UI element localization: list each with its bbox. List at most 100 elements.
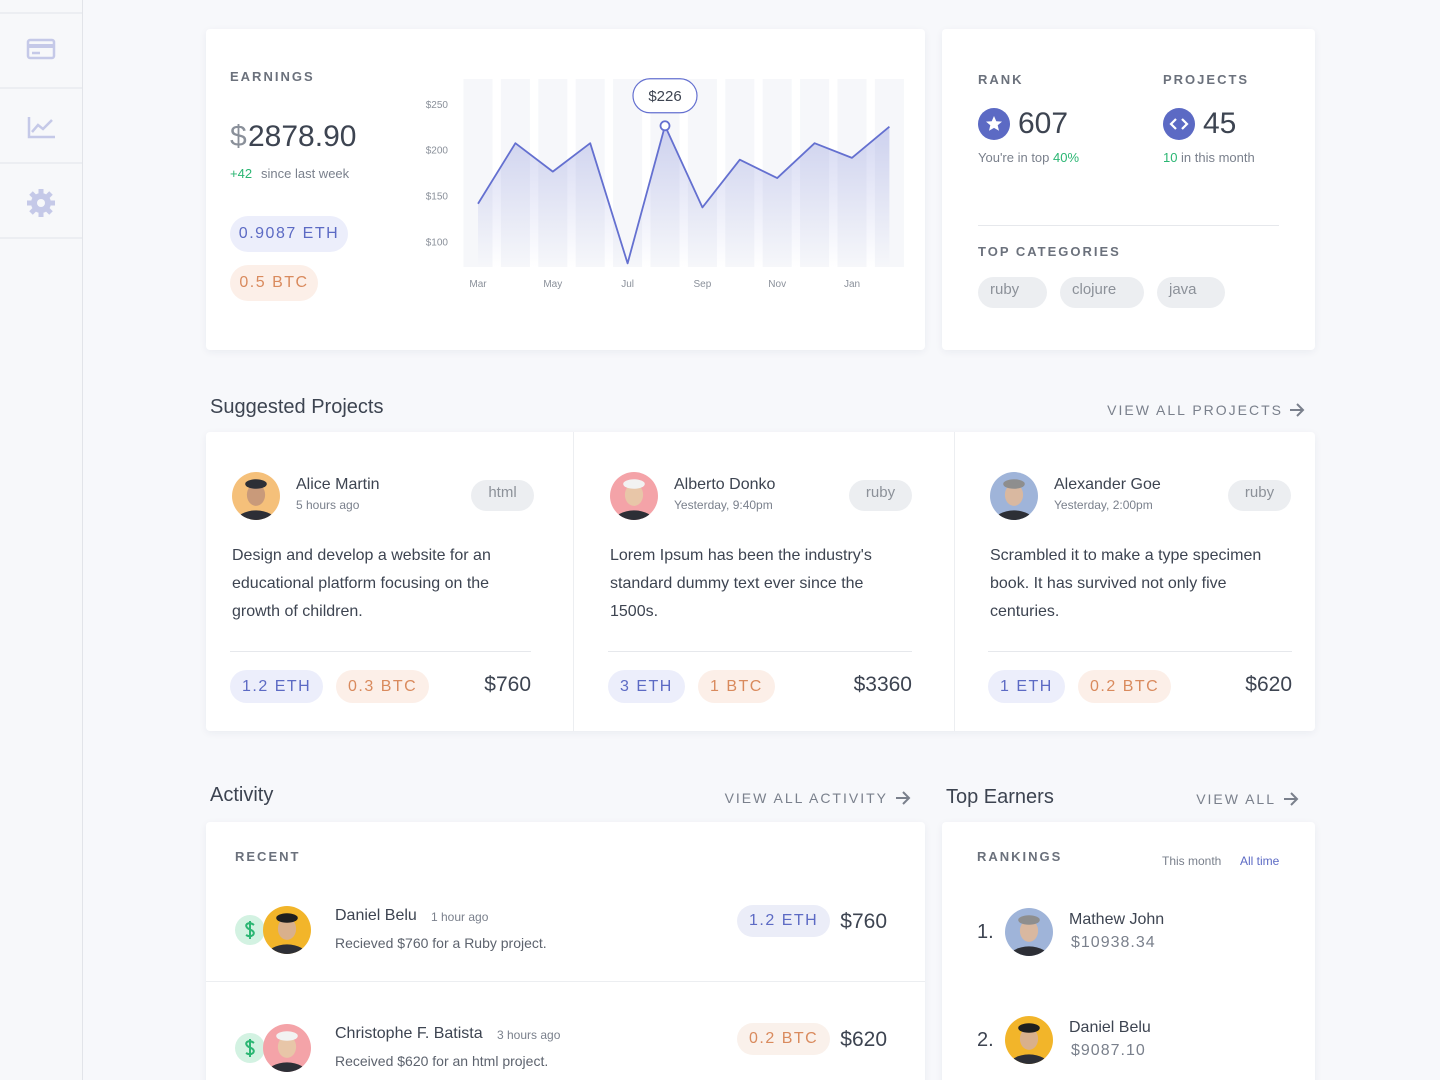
code <box>1169 118 1189 130</box>
projects-count: 10 <box>1163 150 1178 166</box>
eth-pill: 1 ETH <box>988 670 1065 703</box>
rank-value: 607 <box>1018 107 1069 140</box>
view-all-link[interactable]: VIEW ALL ACTIVITY <box>724 789 888 806</box>
activity-price: $760 <box>840 910 887 934</box>
card-label: EARNINGS <box>230 69 315 85</box>
sidebar-icons <box>0 12 82 239</box>
eth-pill: 3 ETH <box>608 670 685 703</box>
x-tick-label: Sep <box>694 279 712 290</box>
avatar-body <box>993 510 1035 520</box>
x-tick-label: Jan <box>844 279 860 290</box>
avatar-face <box>1004 483 1024 506</box>
change-value: +42 <box>230 166 253 182</box>
x-tick-label: Mar <box>469 279 487 290</box>
chart-icon[interactable] <box>27 117 55 139</box>
btc-pill: 1 BTC <box>698 670 775 703</box>
icon-glyph <box>245 921 255 939</box>
tooltip-label: $226 <box>648 88 681 105</box>
earnings-chart: $250 $200 $150 $100 Mar May Jul Sep Nov Jan $226 <box>426 78 904 290</box>
avatar-hair <box>623 479 645 489</box>
avatar-face <box>1019 919 1039 942</box>
activity-text: Recieved $760 for a Ruby project. <box>335 934 547 951</box>
tag-pill: ruby <box>849 480 912 511</box>
avatar-hair <box>245 479 267 489</box>
change-text: since last week <box>261 166 350 182</box>
line <box>477 124 890 265</box>
avatar-body <box>266 1062 308 1072</box>
settings-icon[interactable] <box>27 189 55 217</box>
projects-value: 45 <box>1203 107 1237 140</box>
project-description: Design and develop a website for an educ… <box>232 547 491 620</box>
avatar-face <box>1019 1027 1039 1050</box>
activity-time: 1 hour ago <box>431 909 489 924</box>
avatar <box>1005 908 1053 956</box>
eth-pill: 1.2 ETH <box>230 670 324 703</box>
avatar-face <box>246 483 266 506</box>
arrow <box>1284 792 1299 806</box>
avatar-face <box>277 1035 297 1058</box>
point-marker <box>659 120 671 132</box>
icon-glyph <box>245 1039 255 1057</box>
post-time: 5 hours ago <box>296 497 360 512</box>
y-tick-label: $150 <box>426 191 449 202</box>
category-pill: ruby <box>978 277 1048 308</box>
y-tick-label: $250 <box>426 100 449 111</box>
post-time: Yesterday, 2:00pm <box>1054 497 1153 512</box>
post-time: Yesterday, 9:40pm <box>674 497 773 512</box>
earner-name: Mathew John <box>1069 911 1165 929</box>
project-description: Scrambled it to make a type specimen boo… <box>990 547 1262 620</box>
tooltip <box>632 78 698 114</box>
btc-pill: 0.2 BTC <box>1078 670 1172 703</box>
rank-number: 1. <box>977 921 994 943</box>
avatar-photo <box>990 472 1038 520</box>
section-title: Suggested Projects <box>210 396 384 418</box>
arrow <box>896 791 911 805</box>
rank-percent: 40% <box>1053 150 1080 166</box>
avatar <box>1005 1016 1053 1064</box>
avatar-body <box>1008 946 1050 956</box>
tab-active[interactable]: All time <box>1240 853 1280 868</box>
earners-card <box>942 822 1315 1080</box>
btc-pill: 0.3 BTC <box>336 670 430 703</box>
amount-pill: 0.2 BTC <box>737 1023 831 1055</box>
avatar-face <box>277 917 297 940</box>
section-title: Top Earners <box>946 786 1054 808</box>
x-tick-label: Jul <box>621 279 634 290</box>
eth-pill: 0.9087 ETH <box>230 216 348 252</box>
avatar-body <box>613 510 655 520</box>
earner-name: Daniel Belu <box>1069 1019 1151 1037</box>
category-pill: clojure <box>1060 277 1145 308</box>
section-title: Activity <box>210 784 274 806</box>
tag-pill: html <box>471 480 534 511</box>
divider <box>988 651 1292 652</box>
earner-amount: $9087.10 <box>1071 1042 1146 1060</box>
avatar-hair <box>1018 1023 1040 1033</box>
project-description: Lorem Ipsum has been the industry's stan… <box>610 547 872 620</box>
card-label: RANKINGS <box>977 849 1063 865</box>
avatar-hair <box>276 1031 298 1041</box>
arrow-icon <box>1290 403 1305 417</box>
avatar-photo <box>610 472 658 520</box>
avatar-hair <box>1003 479 1025 489</box>
view-all-link[interactable]: VIEW ALL <box>1196 790 1276 807</box>
tab[interactable]: This month <box>1162 853 1222 868</box>
avatar-face <box>624 483 644 506</box>
activity-price: $620 <box>840 1028 887 1052</box>
sidebar <box>0 0 83 1080</box>
avatar-hair <box>276 913 298 923</box>
card-icon[interactable] <box>26 38 56 60</box>
avatar <box>610 472 658 520</box>
avatar <box>263 906 311 954</box>
icon-bg <box>1163 108 1195 140</box>
activity-name: Christophe F. Batista <box>335 1025 483 1043</box>
avatar-body <box>266 944 308 954</box>
rank-icon <box>978 108 1010 140</box>
projects-icon <box>1163 108 1195 140</box>
arrow-icon <box>896 791 911 805</box>
earner-amount: $10938.34 <box>1071 934 1156 952</box>
view-all-link[interactable]: VIEW ALL PROJECTS <box>1107 401 1283 418</box>
avatar <box>990 472 1038 520</box>
divider <box>954 432 955 731</box>
x-tick-label: Nov <box>768 279 786 290</box>
